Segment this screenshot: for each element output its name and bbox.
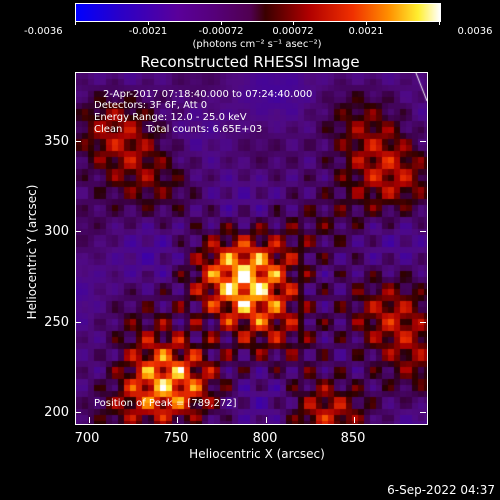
x-tick xyxy=(89,417,90,423)
y-tick-label: 300 xyxy=(44,224,69,239)
image-plot xyxy=(75,72,428,425)
y-tick xyxy=(75,322,81,323)
colorbar-tick-label: -0.0036 xyxy=(24,26,63,37)
y-tick xyxy=(420,412,426,413)
colorbar-tick xyxy=(221,21,222,25)
info-counts: Total counts: 6.65E+03 xyxy=(146,124,263,135)
x-tick-label: 750 xyxy=(163,431,189,446)
x-axis-title: Heliocentric X (arcsec) xyxy=(189,447,325,461)
info-energy: Energy Range: 12.0 - 25.0 keV xyxy=(94,112,247,123)
colorbar-tick xyxy=(148,21,149,25)
x-tick xyxy=(354,417,355,423)
colorbar-tick-label: 0.0036 xyxy=(457,26,493,37)
y-tick xyxy=(75,141,81,142)
info-method: Clean xyxy=(94,124,123,135)
colorbar xyxy=(75,3,441,22)
plot-title: Reconstructed RHESSI Image xyxy=(140,53,360,71)
y-tick xyxy=(420,141,426,142)
x-tick-label: 850 xyxy=(340,431,366,446)
x-tick-label: 700 xyxy=(74,431,100,446)
x-tick xyxy=(266,417,267,423)
y-tick-label: 350 xyxy=(44,134,69,149)
colorbar-tick-label: 0.0021 xyxy=(348,26,384,37)
colorbar-tick-label: -0.0021 xyxy=(128,26,168,37)
colorbar-tick-label: 0.00072 xyxy=(272,26,314,37)
y-tick-label: 200 xyxy=(44,405,69,420)
x-tick xyxy=(177,417,178,423)
info-detectors: Detectors: 3F 6F, Att 0 xyxy=(94,100,208,111)
y-tick xyxy=(420,322,426,323)
info-peak: Position of Peak = [789,272] xyxy=(94,398,237,409)
y-tick-label: 250 xyxy=(44,315,69,330)
info-time-range: 2-Apr-2017 07:18:40.000 to 07:24:40.000 xyxy=(103,89,313,100)
y-axis-title: Heliocentric Y (arcsec) xyxy=(25,184,39,320)
rhessi-image xyxy=(76,73,427,424)
colorbar-tick-label: -0.00072 xyxy=(198,26,244,37)
y-tick xyxy=(420,231,426,232)
timestamp: 6-Sep-2022 04:37 xyxy=(387,483,495,497)
y-tick xyxy=(75,231,81,232)
x-tick-label: 800 xyxy=(252,431,278,446)
colorbar-units: (photons cm⁻² s⁻¹ asec⁻²) xyxy=(192,39,322,50)
y-tick xyxy=(75,412,81,413)
colorbar-tick xyxy=(293,21,294,25)
colorbar-tick xyxy=(75,21,76,25)
colorbar-tick xyxy=(439,21,440,25)
colorbar-tick xyxy=(366,21,367,25)
